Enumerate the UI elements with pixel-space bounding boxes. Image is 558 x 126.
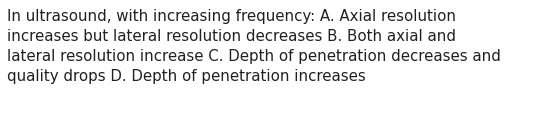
Text: In ultrasound, with increasing frequency: A. Axial resolution
increases but late: In ultrasound, with increasing frequency…: [7, 9, 501, 84]
